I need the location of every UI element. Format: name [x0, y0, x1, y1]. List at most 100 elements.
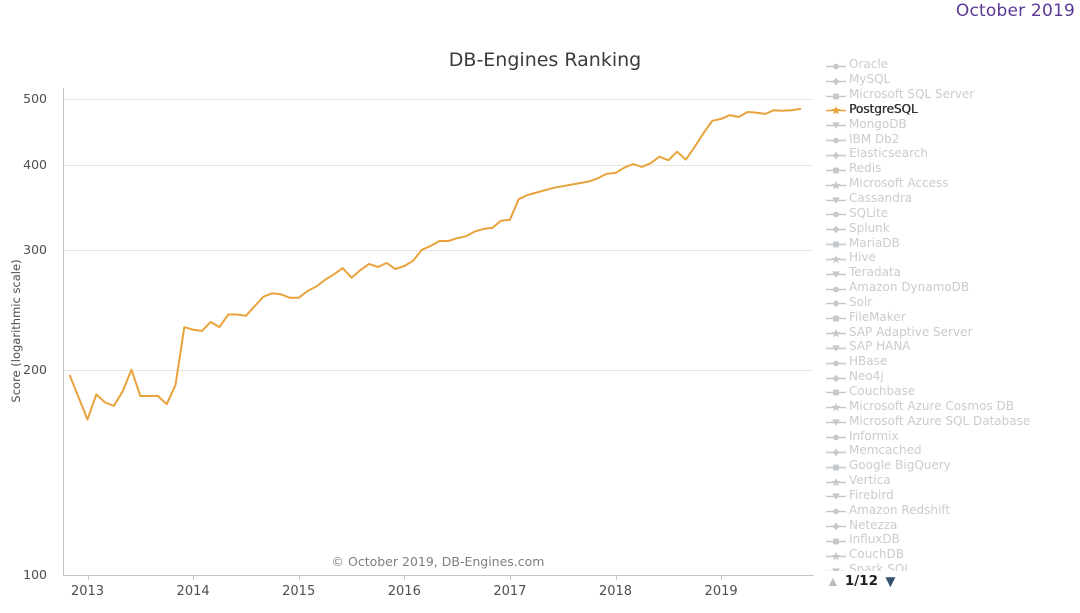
square-marker-icon [826, 538, 846, 545]
legend-series-swatch [826, 133, 846, 144]
legend-item-sqlite[interactable]: SQLite [826, 205, 1076, 220]
y-tick-label-200: 200 [23, 362, 47, 378]
legend-item-label: Neo4j [849, 369, 884, 384]
legend-item-amazon-redshift[interactable]: Amazon Redshift [826, 502, 1076, 517]
legend-item-cassandra[interactable]: Cassandra [826, 191, 1076, 206]
triangle-down-marker-shape [832, 345, 840, 352]
legend-item-hive[interactable]: Hive [826, 250, 1076, 265]
legend-item-label: FileMaker [849, 309, 906, 324]
legend-item-spark-sql[interactable]: Spark SQL [826, 562, 1076, 571]
legend-series-swatch [826, 118, 846, 130]
legend-item-postgresql[interactable]: PostgreSQL [826, 102, 1076, 117]
triangle-down-marker-shape [832, 568, 840, 571]
legend-item-label: Redis [849, 161, 882, 176]
square-marker-icon [826, 93, 846, 100]
legend-item-influxdb[interactable]: InfluxDB [826, 532, 1076, 547]
legend-item-microsoft-access[interactable]: Microsoft Access [826, 176, 1076, 191]
legend-item-mariadb[interactable]: MariaDB [826, 235, 1076, 250]
circle-marker-icon [826, 211, 846, 218]
square-marker-shape [833, 464, 839, 471]
legend-series-swatch [826, 178, 846, 190]
legend-item-label: Memcached [849, 443, 922, 458]
diamond-marker-icon [826, 300, 846, 308]
legend-item-ibm-db2[interactable]: IBM Db2 [826, 131, 1076, 146]
circle-marker-icon [826, 137, 846, 144]
legend-item-sap-hana[interactable]: SAP HANA [826, 339, 1076, 354]
legend-item-informix[interactable]: Informix [826, 428, 1076, 443]
star-marker-icon [826, 551, 846, 561]
chart-copyright: © October 2019, DB-Engines.com [331, 554, 545, 569]
legend-item-label: Teradata [849, 265, 901, 280]
legend-item-microsoft-azure-cosmos-db[interactable]: Microsoft Azure Cosmos DB [826, 398, 1076, 413]
legend-item-couchdb[interactable]: CouchDB [826, 547, 1076, 562]
star-marker-shape [831, 180, 841, 190]
legend-item-label: Microsoft SQL Server [849, 87, 975, 102]
legend-item-label: Google BigQuery [849, 458, 951, 473]
legend-series-swatch [826, 564, 846, 571]
legend-item-sap-adaptive-server[interactable]: SAP Adaptive Server [826, 324, 1076, 339]
star-marker-icon [826, 254, 846, 264]
legend-item-google-bigquery[interactable]: Google BigQuery [826, 458, 1076, 473]
legend-item-firebird[interactable]: Firebird [826, 487, 1076, 502]
legend-item-oracle[interactable]: Oracle [826, 57, 1076, 72]
circle-marker-shape [833, 137, 839, 144]
legend-series-swatch [826, 252, 846, 264]
legend-item-vertica[interactable]: Vertica [826, 473, 1076, 488]
legend-series-swatch [826, 371, 846, 382]
legend-item-teradata[interactable]: Teradata [826, 265, 1076, 280]
legend-item-amazon-dynamodb[interactable]: Amazon DynamoDB [826, 280, 1076, 295]
legend-item-label: Microsoft Azure SQL Database [849, 413, 1031, 428]
legend-item-netezza[interactable]: Netezza [826, 517, 1076, 532]
circle-marker-shape [833, 360, 839, 367]
legend-item-neo4j[interactable]: Neo4j [826, 369, 1076, 384]
legend-item-redis[interactable]: Redis [826, 161, 1076, 176]
legend-item-label: Oracle [849, 57, 889, 72]
legend-item-elasticsearch[interactable]: Elasticsearch [826, 146, 1076, 161]
star-marker-icon [826, 328, 846, 338]
legend-series-swatch [826, 385, 846, 396]
square-marker-icon [826, 464, 846, 471]
legend-item-mongodb[interactable]: MongoDB [826, 116, 1076, 131]
legend-item-label: HBase [849, 354, 888, 369]
legend-item-filemaker[interactable]: FileMaker [826, 309, 1076, 324]
legend-item-label: Hive [849, 250, 876, 265]
triangle-down-marker-shape [832, 196, 840, 204]
diamond-marker-icon [826, 225, 846, 234]
report-date: October 2019 [955, 1, 1075, 21]
legend-item-microsoft-sql-server[interactable]: Microsoft SQL Server [826, 87, 1076, 102]
star-marker-shape [831, 106, 841, 115]
star-marker-shape [831, 254, 841, 264]
legend-item-label: MySQL [849, 72, 891, 87]
legend-series-swatch [826, 534, 846, 545]
circle-marker-icon [826, 286, 846, 292]
legend-item-splunk[interactable]: Splunk [826, 220, 1076, 235]
circle-marker-shape [833, 63, 839, 70]
circle-marker-icon [826, 63, 846, 70]
star-marker-shape [831, 403, 841, 412]
legend-item-hbase[interactable]: HBase [826, 354, 1076, 369]
legend-series-swatch [826, 400, 846, 412]
y-tick-label-500: 500 [23, 91, 47, 107]
x-tick-label-2019: 2019 [704, 584, 738, 599]
legend-item-microsoft-azure-sql-database[interactable]: Microsoft Azure SQL Database [826, 413, 1076, 428]
triangle-down-marker-icon [826, 345, 846, 352]
legend-series-swatch [826, 89, 846, 100]
legend-item-mysql[interactable]: MySQL [826, 72, 1076, 87]
legend-page-up-icon[interactable]: ▲ [826, 573, 840, 589]
circle-marker-icon [826, 508, 846, 515]
legend-item-label: MongoDB [849, 116, 907, 131]
diamond-marker-icon [826, 151, 846, 160]
diamond-marker-shape [832, 522, 840, 531]
legend-item-memcached[interactable]: Memcached [826, 443, 1076, 458]
legend-page-down-icon[interactable]: ▼ [881, 571, 899, 591]
circle-marker-icon [826, 360, 846, 367]
legend-item-solr[interactable]: Solr [826, 295, 1076, 310]
legend-item-label: SQLite [849, 205, 889, 220]
legend-item-label: Vertica [849, 473, 891, 488]
circle-marker-shape [833, 286, 839, 292]
square-marker-shape [833, 538, 839, 545]
square-marker-icon [826, 241, 846, 248]
legend-series-swatch [826, 326, 846, 338]
series-line-postgresql [68, 107, 802, 421]
legend-item-couchbase[interactable]: Couchbase [826, 384, 1076, 399]
